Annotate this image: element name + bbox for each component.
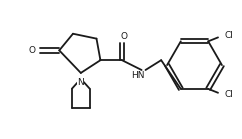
Text: N: N	[77, 78, 84, 87]
Text: O: O	[28, 46, 35, 55]
Text: Cl: Cl	[225, 90, 234, 99]
Text: HN: HN	[131, 71, 144, 80]
Text: Cl: Cl	[225, 31, 234, 40]
Text: O: O	[121, 32, 128, 41]
